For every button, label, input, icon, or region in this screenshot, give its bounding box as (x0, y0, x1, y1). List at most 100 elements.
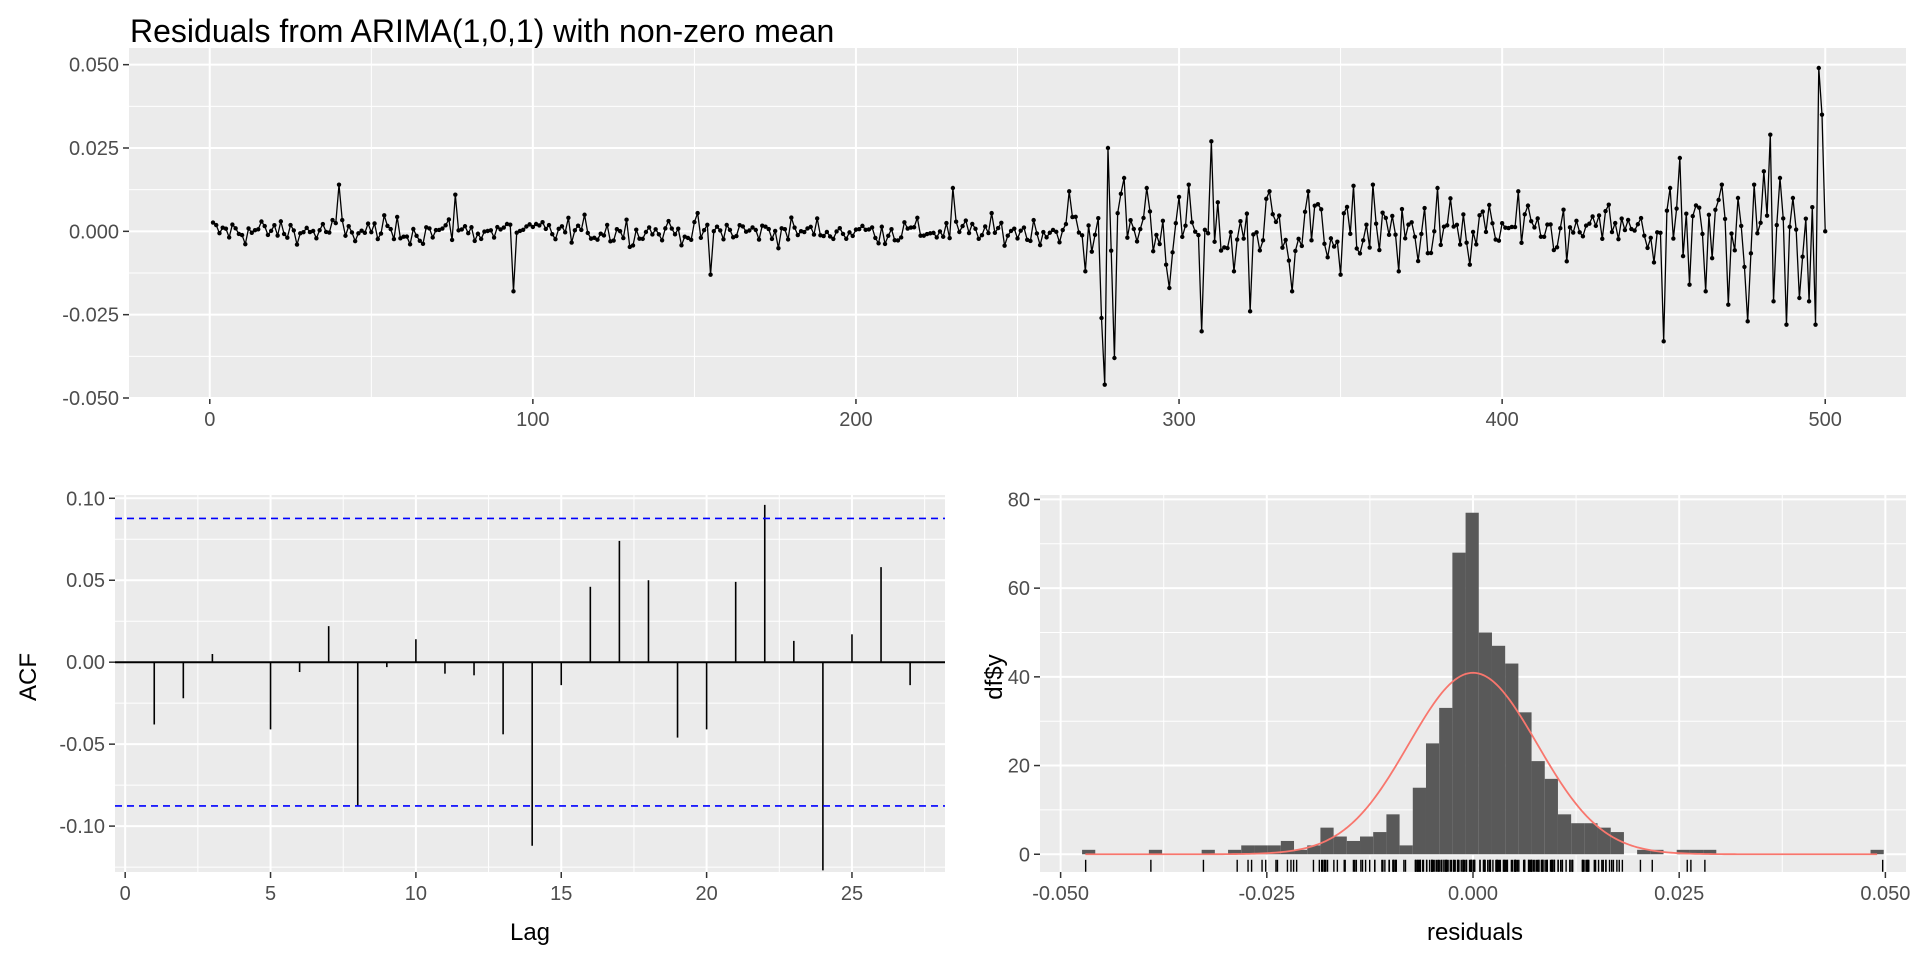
residual-point (1315, 202, 1321, 207)
residual-point (1661, 339, 1666, 344)
histogram-bar (1373, 832, 1387, 855)
residual-point (621, 235, 626, 241)
residual-point (488, 228, 494, 233)
histogram-bar (1703, 849, 1717, 855)
residual-point (210, 220, 216, 225)
residual-point (585, 230, 590, 236)
residual-point (582, 212, 587, 217)
residual-point (1445, 223, 1450, 228)
residual-point (853, 227, 859, 232)
residual-point (575, 223, 581, 228)
residual-point (1373, 221, 1379, 226)
histogram-bar (1241, 845, 1255, 855)
residual-point (979, 232, 985, 238)
residual-point (1060, 227, 1065, 233)
residual-point (789, 215, 794, 220)
histogram-bar (1452, 552, 1466, 855)
ts-x-tick-label: 0 (204, 409, 215, 431)
residual-point (1735, 195, 1741, 201)
residual-point (1810, 204, 1815, 210)
residual-point (1102, 382, 1107, 387)
residual-point (1487, 202, 1492, 208)
histogram-bar (1544, 778, 1558, 855)
residual-point (1125, 235, 1130, 240)
residual-point (1583, 223, 1589, 228)
residual-point (1202, 227, 1208, 232)
residual-point (1235, 237, 1240, 242)
ts-y-tick-label: 0.050 (69, 55, 119, 77)
residual-point (1251, 232, 1256, 237)
residual-point (902, 220, 907, 225)
residual-point (1709, 255, 1715, 261)
ts-x-tick-label: 100 (516, 409, 549, 431)
residual-point (795, 232, 800, 238)
residual-point (643, 229, 649, 235)
residual-point (976, 236, 981, 242)
residual-point (1448, 196, 1453, 201)
residual-point (663, 226, 668, 231)
hist-x-tick-label: 0.050 (1860, 883, 1910, 905)
residual-point (1777, 175, 1783, 181)
residual-point (1551, 247, 1557, 253)
residual-point (766, 226, 771, 232)
residual-point (1005, 233, 1011, 238)
residual-point (705, 222, 710, 227)
residual-point (530, 224, 536, 230)
residual-point (1800, 254, 1805, 259)
acf-xlabel: Lag (510, 919, 550, 946)
residual-point (1477, 213, 1482, 218)
residual-point (466, 230, 471, 236)
residual-point (895, 238, 901, 243)
residual-point (1218, 248, 1224, 253)
histogram-bar (1478, 632, 1492, 855)
residual-point (1787, 224, 1792, 230)
residual-point (1784, 322, 1789, 327)
residual-point (970, 221, 975, 227)
residual-point (1289, 289, 1295, 294)
residual-point (214, 222, 219, 228)
histogram-bar (1676, 849, 1690, 855)
residual-point (1674, 206, 1679, 211)
histogram-bar (1294, 849, 1308, 855)
residual-point (1205, 231, 1211, 236)
residual-point (1390, 213, 1395, 219)
residual-point (1461, 212, 1466, 217)
ts-y-tick-label: 0.025 (69, 138, 119, 160)
residual-point (1367, 245, 1372, 250)
residual-point (1176, 194, 1182, 200)
residual-point (934, 235, 939, 240)
residual-point (882, 241, 888, 247)
residual-point (1693, 203, 1699, 208)
residual-point (1519, 240, 1524, 245)
acf-x-tick-label: 5 (265, 883, 276, 905)
residual-point (1412, 234, 1418, 240)
residual-point (1823, 229, 1828, 234)
residual-point (1748, 251, 1754, 256)
residual-point (562, 230, 568, 235)
residual-point (879, 224, 885, 229)
residual-point (546, 222, 552, 228)
residual-point (860, 223, 865, 229)
residual-point (1380, 210, 1385, 215)
residual-point (1771, 299, 1776, 304)
residual-point (1509, 224, 1515, 230)
residual-point (911, 225, 917, 230)
residual-point (1121, 175, 1127, 181)
residual-point (814, 216, 820, 221)
residual-point (217, 231, 222, 236)
residual-point (1764, 213, 1770, 218)
residual-point (1150, 249, 1156, 254)
residual-point (559, 224, 565, 229)
residual-point (1357, 251, 1363, 256)
residual-point (249, 230, 254, 235)
residual-point (1684, 211, 1689, 216)
residual-point (847, 230, 852, 235)
residual-point (624, 217, 629, 222)
residual-point (1167, 285, 1172, 291)
acf-y-tick-label: 0.05 (66, 570, 105, 592)
residual-point (908, 225, 914, 230)
residual-point (982, 224, 988, 229)
residual-point (1193, 229, 1198, 234)
residual-point (834, 229, 839, 234)
residual-point (734, 233, 739, 239)
